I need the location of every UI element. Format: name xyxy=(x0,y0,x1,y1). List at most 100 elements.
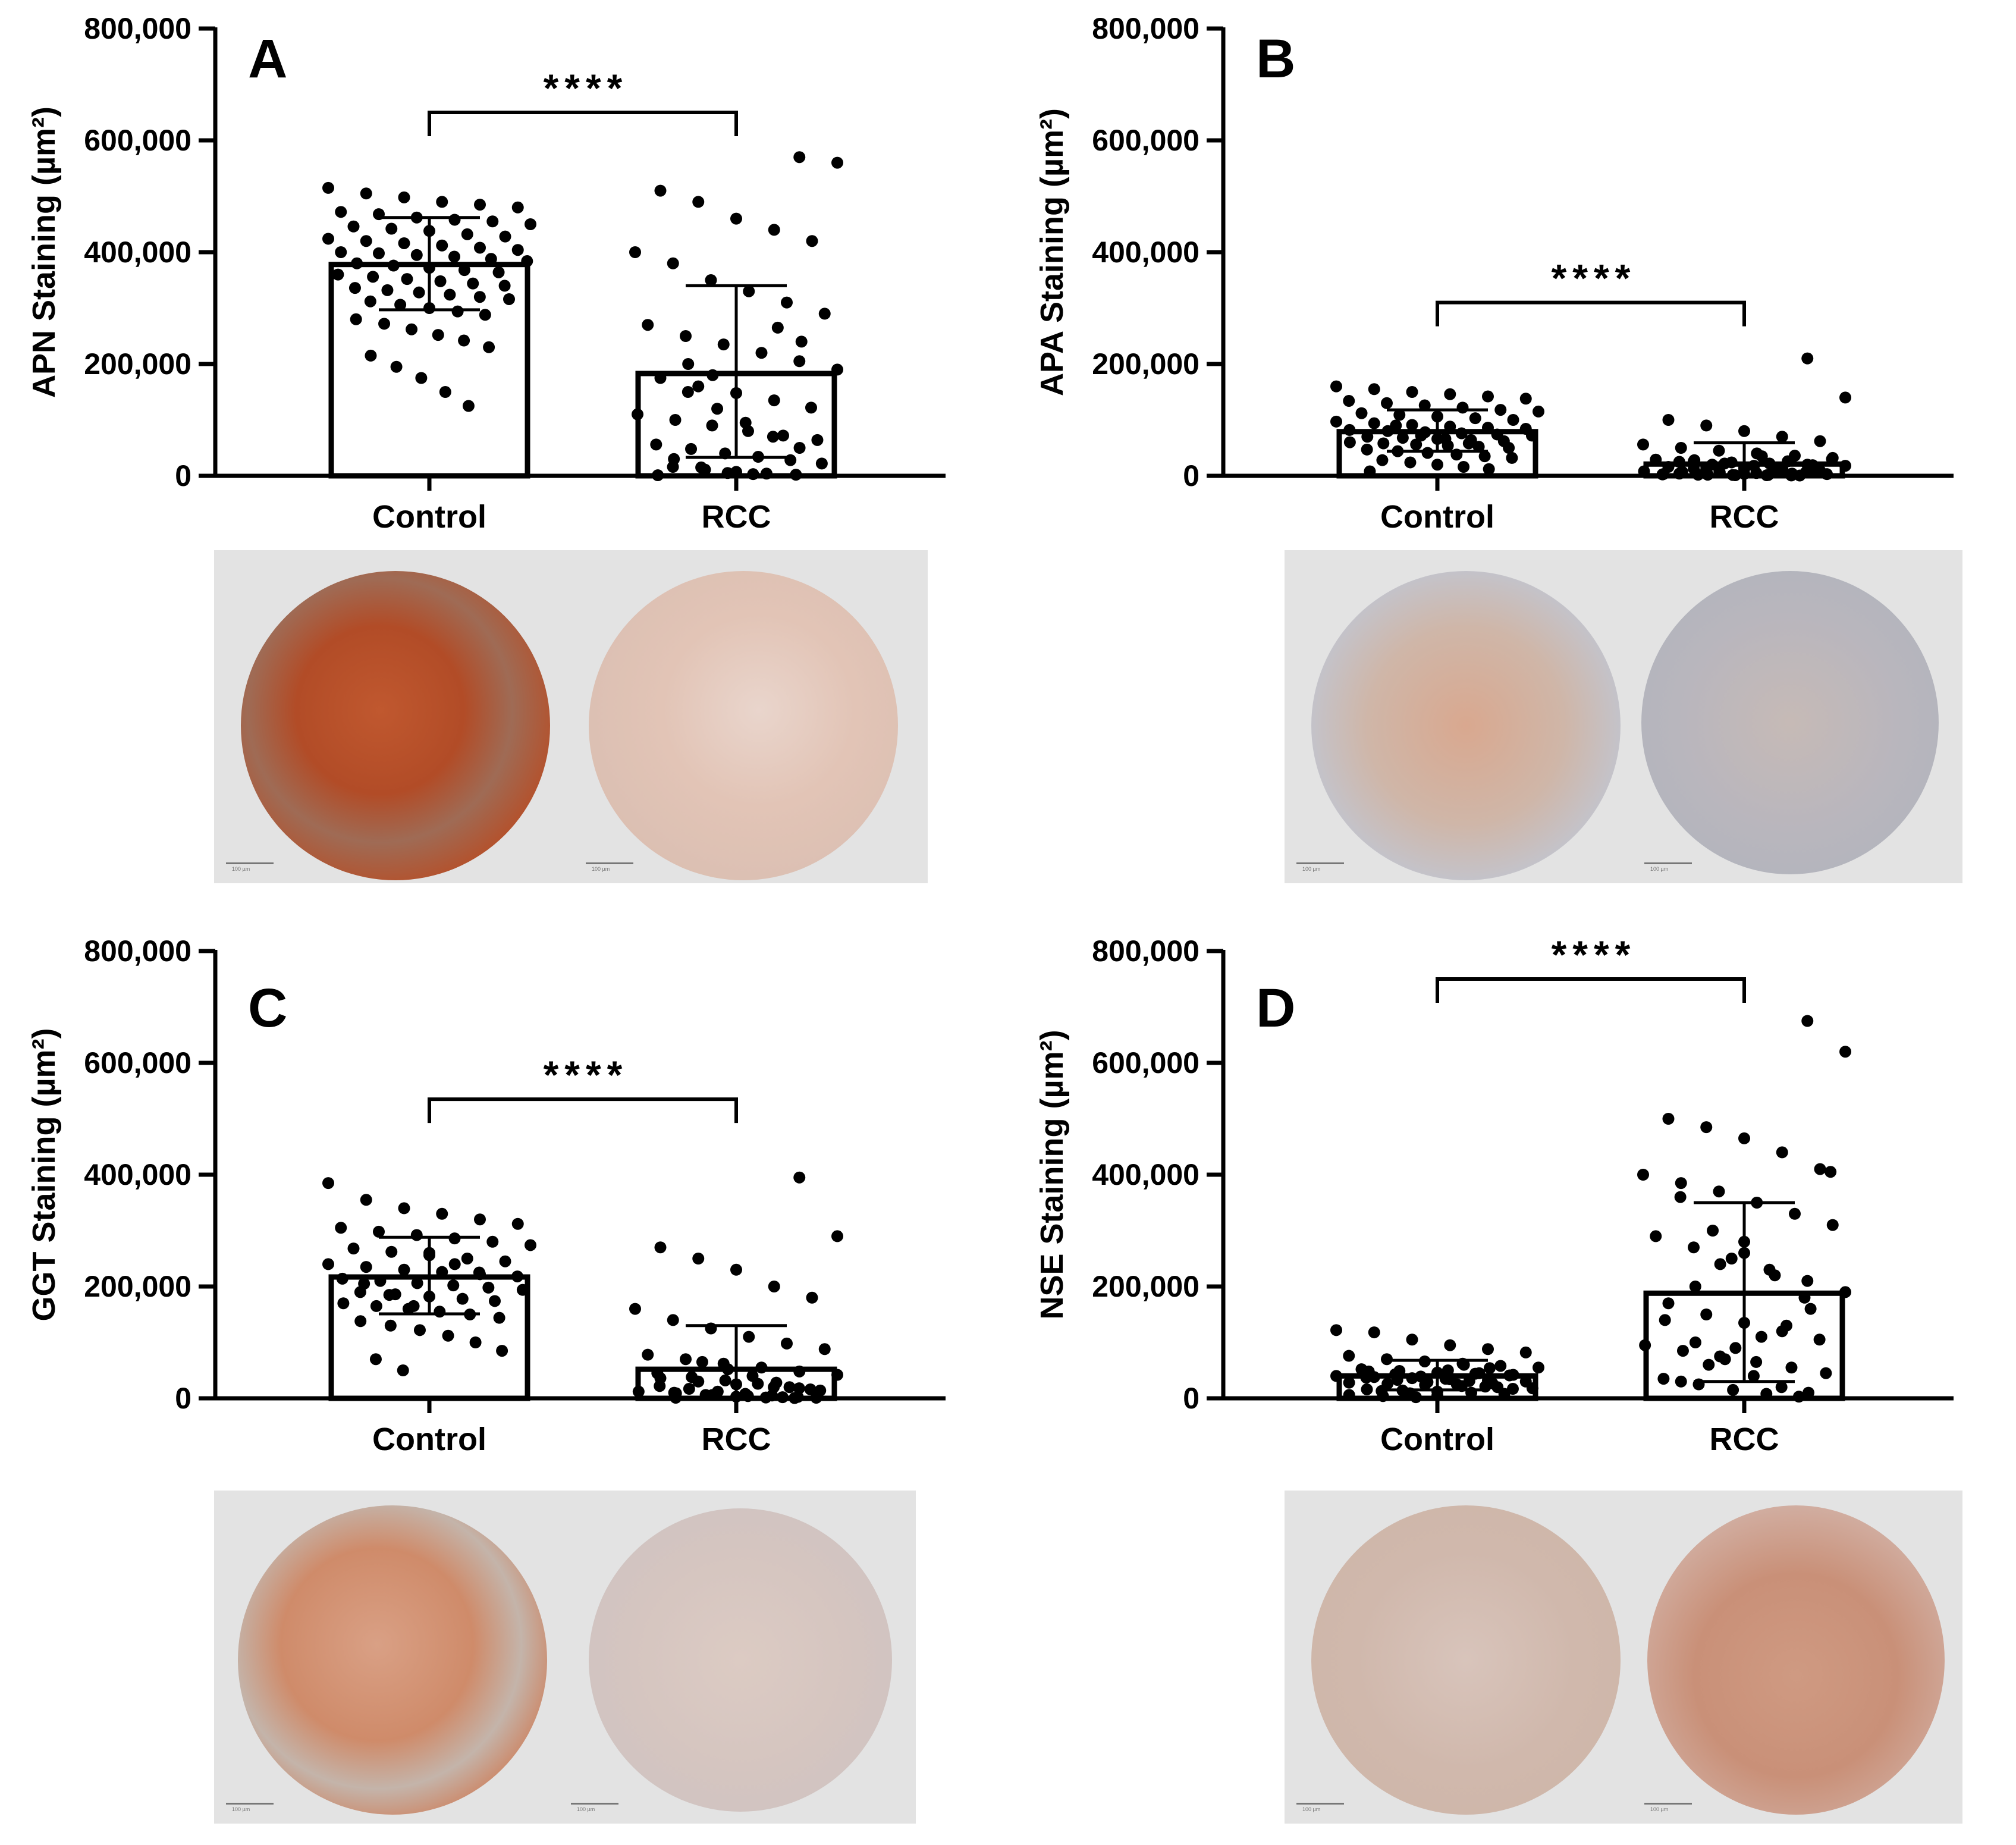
panel-a-data-point-control xyxy=(322,181,334,194)
panel-d-letter: D xyxy=(1256,978,1295,1038)
panel-c-category-label-control: Control xyxy=(372,1422,486,1457)
panel-a-data-point-control xyxy=(401,273,413,285)
panel-d-y-tick-label: 400,000 xyxy=(1092,1158,1199,1191)
panel-b-data-point-control xyxy=(1410,438,1422,451)
panel-c-data-point-rcc xyxy=(781,1337,793,1350)
panel-d-data-point-rcc xyxy=(1688,1241,1700,1254)
panel-c-data-point-control xyxy=(436,1266,448,1278)
panel-a-data-point-control xyxy=(332,268,344,281)
panel-d-data-point-rcc xyxy=(1725,1253,1738,1264)
panel-d-data-point-control xyxy=(1483,1362,1496,1375)
panel-a-y-axis-title: APN Staining (µm²) xyxy=(26,106,62,398)
panel-d-data-point-rcc xyxy=(1703,1358,1715,1371)
panel-b-data-point-control xyxy=(1404,456,1417,469)
panel-b-data-point-control xyxy=(1330,415,1342,428)
panel-a-data-point-rcc xyxy=(692,380,705,393)
panel-d-data-point-control xyxy=(1415,1370,1427,1383)
panel-a-data-point-rcc xyxy=(654,372,667,384)
panel-a-data-point-control xyxy=(373,247,385,259)
panel-b-data-point-rcc xyxy=(1839,391,1851,404)
panel-a-data-point-rcc xyxy=(717,338,730,351)
panel-d-data-point-rcc xyxy=(1769,1269,1781,1282)
panel-c-data-point-control xyxy=(322,1258,334,1270)
panel-b-data-point-control xyxy=(1458,460,1470,473)
panel-d-data-point-rcc xyxy=(1662,1297,1675,1310)
panel-a-data-point-control xyxy=(434,275,447,287)
panel-d-data-point-rcc xyxy=(1747,1370,1760,1382)
panel-c-data-point-rcc xyxy=(793,1365,806,1378)
panel-b-data-point-rcc xyxy=(1814,435,1826,447)
panel-b-category-label-rcc: RCC xyxy=(1710,499,1779,535)
panel-b-data-point-control xyxy=(1343,423,1356,436)
panel-a-data-point-rcc xyxy=(755,347,768,359)
panel-c-data-point-control xyxy=(434,1306,446,1318)
panel-b-data-point-control xyxy=(1482,422,1494,434)
panel-a-data-point-control xyxy=(503,293,515,305)
panel-a-data-point-control xyxy=(448,250,460,263)
panel-d-data-point-control xyxy=(1450,1378,1463,1391)
panel-a-data-point-control xyxy=(451,305,464,318)
panel-a-data-point-control xyxy=(439,386,451,398)
panel-a-data-point-control xyxy=(390,360,403,373)
panel-a-data-point-control xyxy=(448,214,461,226)
panel-c-data-point-control xyxy=(411,1277,423,1289)
panel-d-data-point-rcc xyxy=(1714,1258,1726,1270)
panel-a-data-point-rcc xyxy=(652,469,664,482)
panel-b-control-scalebar xyxy=(1296,862,1344,864)
panel-d-data-point-control xyxy=(1444,1339,1456,1351)
panel-d-data-point-control xyxy=(1482,1343,1494,1355)
panel-d-data-point-rcc xyxy=(1662,1113,1675,1125)
panel-a-data-point-control xyxy=(360,235,372,247)
panel-c-data-point-control xyxy=(370,1300,382,1312)
panel-a-data-point-control xyxy=(394,299,407,311)
panel-a-data-point-control xyxy=(521,255,533,268)
panel-a-data-point-rcc xyxy=(781,296,793,309)
panel-a-data-point-control xyxy=(444,288,456,301)
panel-d-data-point-control xyxy=(1343,1350,1355,1362)
panel-d-data-point-rcc xyxy=(1801,1275,1814,1287)
panel-a-data-point-control xyxy=(492,266,505,278)
panel-c-data-point-rcc xyxy=(793,1382,805,1395)
panel-a-data-point-control xyxy=(351,257,363,269)
panel-b-data-point-control xyxy=(1478,450,1491,463)
panel-a: 0 200,000 400,000 600,000 800,000 APN Stainin… xyxy=(0,0,1008,922)
panel-a-data-point-control xyxy=(398,191,410,203)
panel-b-data-point-control xyxy=(1456,401,1469,414)
panel-c-y-tick-label: 800,000 xyxy=(84,934,191,968)
panel-d-data-point-control xyxy=(1533,1361,1544,1374)
panel-b-data-point-control xyxy=(1418,399,1431,412)
panel-c-data-point-rcc xyxy=(783,1381,796,1394)
panel-d-data-point-control xyxy=(1486,1377,1499,1389)
panel-a-data-point-rcc xyxy=(805,401,817,414)
panel-d-data-point-rcc xyxy=(1755,1331,1767,1343)
panel-a-data-point-control xyxy=(387,259,400,272)
panel-a-data-point-control xyxy=(365,349,377,362)
panel-a-data-point-rcc xyxy=(768,224,780,236)
panel-c-data-point-rcc xyxy=(806,1291,818,1304)
panel-a-data-point-control xyxy=(499,230,511,243)
panel-c-data-point-control xyxy=(374,1275,387,1287)
panel-c-data-point-control xyxy=(335,1222,347,1234)
panel-b-data-point-rcc xyxy=(1650,453,1662,466)
panel-a-data-point-rcc xyxy=(831,156,843,169)
panel-d-data-point-control xyxy=(1330,1370,1342,1382)
panel-b-letter: B xyxy=(1256,29,1295,89)
panel-a-data-point-control xyxy=(474,241,486,254)
panel-a-letter: A xyxy=(248,29,287,89)
panel-d-data-point-rcc xyxy=(1804,1303,1817,1315)
panel-d-control-scalebar xyxy=(1296,1803,1344,1805)
panel-b-control-scale-caption: 100 µm xyxy=(1302,866,1321,872)
panel-b-data-point-control xyxy=(1421,447,1434,459)
panel-c-data-point-control xyxy=(489,1295,501,1307)
panel-b-data-point-control xyxy=(1377,437,1390,450)
panel-b-data-point-control xyxy=(1396,432,1409,444)
panel-b-data-point-rcc xyxy=(1700,419,1713,432)
panel-b-data-point-control xyxy=(1494,404,1507,416)
panel-c-y-axis-title: GGT Staining (µm²) xyxy=(26,1028,62,1321)
panel-d-data-point-rcc xyxy=(1826,1219,1839,1231)
panel-b-data-point-control xyxy=(1343,436,1356,448)
panel-d-data-point-rcc xyxy=(1814,1163,1826,1175)
panel-b-data-point-control xyxy=(1368,417,1380,429)
panel-b-data-point-control xyxy=(1525,429,1538,442)
panel-a-data-point-rcc xyxy=(682,358,695,370)
